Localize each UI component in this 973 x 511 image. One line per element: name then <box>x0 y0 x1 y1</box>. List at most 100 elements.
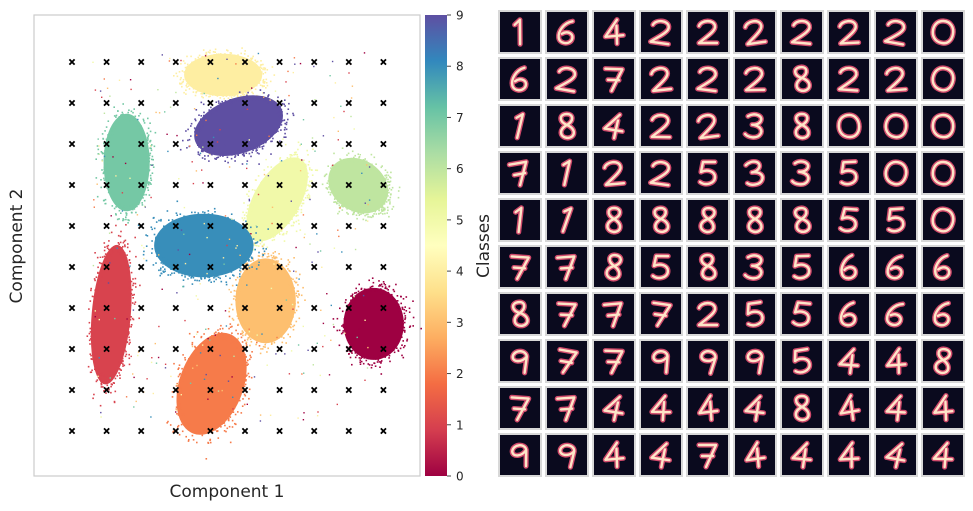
scatter-point <box>205 94 208 97</box>
scatter-point <box>301 202 304 205</box>
scatter-point <box>236 306 239 308</box>
scatter-point <box>361 212 364 214</box>
scatter-point <box>364 290 367 293</box>
scatter-point <box>93 199 95 201</box>
scatter-point <box>187 440 190 442</box>
scatter-point <box>192 182 195 185</box>
scatter-point <box>292 114 295 117</box>
scatter-point <box>164 268 166 270</box>
scatter-point <box>91 369 93 372</box>
scatter-point <box>382 213 384 215</box>
scatter-point <box>268 338 270 340</box>
scatter-point <box>224 53 226 55</box>
scatter-point <box>96 183 98 185</box>
scatter-point <box>329 193 332 196</box>
scatter-point <box>150 196 152 199</box>
scatter-point <box>389 177 392 179</box>
digit-image-tile <box>829 247 869 287</box>
scatter-point <box>177 400 179 402</box>
scatter-point <box>216 53 218 55</box>
scatter-point <box>292 308 294 310</box>
digit-image-tile <box>735 59 775 99</box>
digit-image-tile <box>923 200 963 240</box>
scatter-point <box>249 62 251 65</box>
scatter-point <box>346 338 349 341</box>
digit-image-tile <box>782 12 822 52</box>
scatter-point <box>229 326 232 328</box>
scatter-point <box>365 359 368 362</box>
scatter-point <box>252 233 255 235</box>
scatter-point <box>126 254 128 256</box>
scatter-point <box>126 318 128 320</box>
scatter-point <box>104 203 106 205</box>
scatter-point <box>311 137 314 139</box>
scatter-point <box>368 279 370 282</box>
scatter-point <box>297 417 299 419</box>
x-marker <box>276 345 283 353</box>
scatter-point <box>330 171 332 173</box>
scatter-point <box>160 244 162 247</box>
scatter-point <box>238 278 241 281</box>
scatter-point <box>167 274 169 276</box>
scatter-point <box>118 243 120 245</box>
scatter-point <box>148 154 151 157</box>
scatter-point <box>100 179 102 181</box>
scatter-point <box>224 215 227 217</box>
x-marker <box>310 263 318 271</box>
x-marker <box>380 140 387 148</box>
x-marker <box>241 304 249 312</box>
scatter-point <box>168 219 170 221</box>
scatter-point <box>366 164 368 166</box>
scatter-point <box>346 211 348 214</box>
scatter-point <box>292 157 295 160</box>
scatter-point <box>145 145 148 147</box>
x-marker <box>68 99 76 107</box>
scatter-point <box>250 62 253 65</box>
scatter-point <box>346 327 349 330</box>
scatter-point <box>264 343 266 346</box>
scatter-point <box>181 85 183 88</box>
scatter-point <box>283 136 285 138</box>
scatter-point <box>129 177 131 179</box>
scatter-point <box>378 285 380 287</box>
scatter-point <box>144 184 146 187</box>
digit-glyph <box>884 346 908 376</box>
scatter-point <box>286 231 288 233</box>
scatter-point <box>129 120 131 122</box>
scatter-point <box>402 346 405 349</box>
scatter-point <box>237 96 239 98</box>
scatter-point <box>103 152 106 155</box>
scatter-point <box>295 210 297 213</box>
scatter-point <box>104 130 106 132</box>
scatter-point <box>254 248 256 251</box>
scatter-point <box>117 251 119 253</box>
scatter-point <box>253 242 256 245</box>
scatter-point <box>249 336 251 338</box>
scatter-point <box>250 239 252 241</box>
scatter-point <box>125 353 128 356</box>
scatter-point <box>243 214 246 216</box>
scatter-point <box>243 93 246 96</box>
scatter-point <box>238 91 241 93</box>
digit-image-tile <box>735 200 775 240</box>
scatter-point <box>283 129 286 131</box>
scatter-point <box>211 213 214 215</box>
scatter-point <box>236 298 238 300</box>
scatter-point <box>391 293 393 296</box>
scatter-point <box>242 320 245 323</box>
scatter-point <box>182 285 184 288</box>
x-marker <box>310 99 318 107</box>
scatter-point <box>178 433 181 436</box>
scatter-point <box>135 255 137 258</box>
scatter-point <box>251 203 253 206</box>
scatter-point <box>284 160 286 162</box>
scatter-point <box>136 121 138 124</box>
scatter-point <box>263 250 266 253</box>
digit-image-tile <box>829 200 869 240</box>
scatter-point <box>326 187 328 190</box>
scatter-point <box>229 337 232 340</box>
digit-glyph <box>558 111 577 141</box>
scatter-point <box>139 129 141 131</box>
scatter-point <box>250 270 253 272</box>
scatter-point <box>199 129 202 132</box>
